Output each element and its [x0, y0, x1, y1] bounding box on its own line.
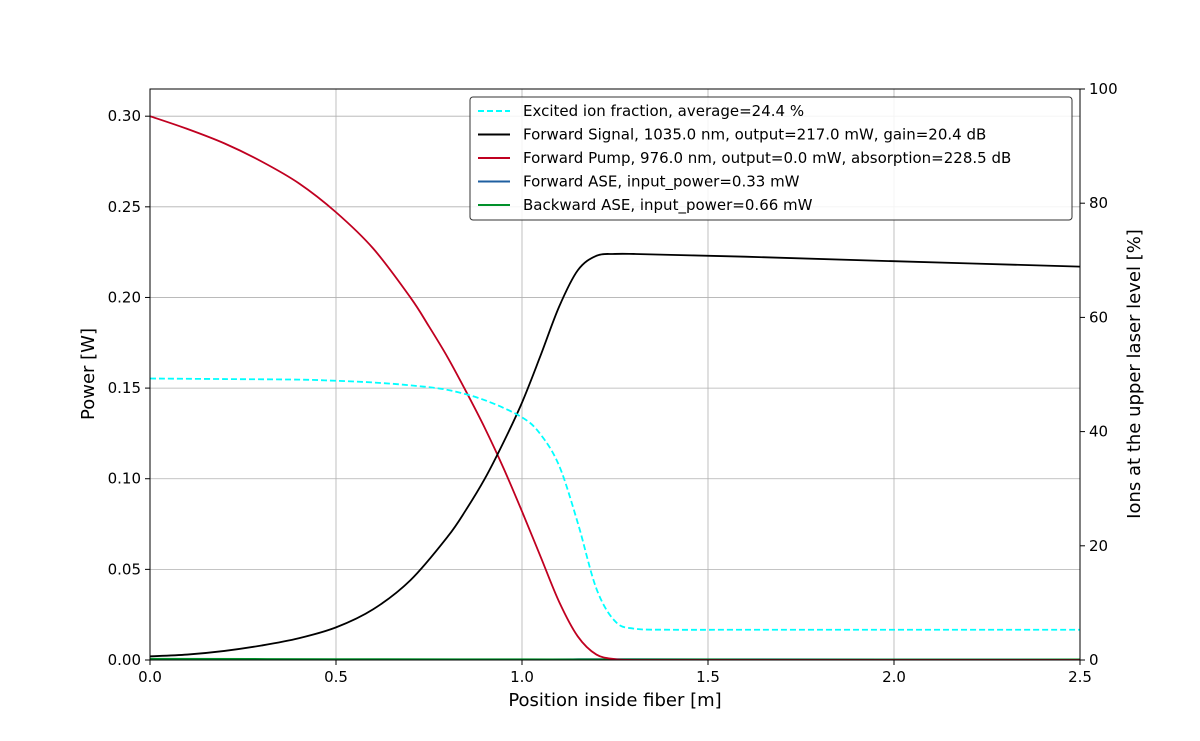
series-line-1 [150, 252, 1080, 658]
y-tick-label: 0.05 [108, 560, 141, 578]
legend-box [469, 96, 1073, 221]
legend-entry-0: Excited ion fraction, average=24.4 % [523, 102, 804, 120]
y2-axis-label: Ions at the upper laser level [%] [1124, 229, 1145, 519]
y-axis-ticks: 0.00 0.05 0.10 0.15 0.20 0.25 0.30 [108, 107, 150, 669]
series-layer [150, 115, 1080, 660]
legend-entry-2: Forward Pump, 976.0 nm, output=0.0 mW, a… [523, 149, 1011, 167]
x-axis-ticks: 0.0 0.5 1.0 1.5 2.0 2.5 [138, 660, 1092, 686]
y-tick-label: 0.25 [108, 198, 141, 216]
x-tick-label: 1.0 [510, 668, 534, 686]
y-tick-label: 0.20 [108, 288, 141, 306]
plot-frame [149, 88, 1081, 661]
x-tick-label: 2.5 [1068, 668, 1092, 686]
y2-tick-label: 80 [1089, 194, 1108, 212]
legend-entry-4: Backward ASE, input_power=0.66 mW [523, 196, 813, 215]
y-axis-label: Power [W] [78, 328, 99, 420]
y-tick-label: 0.30 [108, 107, 141, 125]
y2-axis-ticks: 0 20 40 60 80 100 [1080, 80, 1118, 669]
y2-tick-label: 20 [1089, 537, 1108, 555]
legend: Excited ion fraction, average=24.4 % Forw… [469, 96, 1073, 221]
x-axis-label: Position inside fiber [m] [508, 690, 721, 711]
y2-tick-label: 40 [1089, 423, 1108, 441]
legend-entry-3: Forward ASE, input_power=0.33 mW [523, 173, 800, 192]
x-tick-label: 0.0 [138, 668, 162, 686]
y-tick-label: 0.10 [108, 470, 141, 488]
x-tick-label: 1.5 [696, 668, 720, 686]
series-line-0 [150, 377, 1080, 631]
y2-tick-label: 100 [1089, 80, 1118, 98]
x-tick-label: 0.5 [324, 668, 348, 686]
y2-tick-label: 0 [1089, 651, 1099, 669]
y2-tick-label: 60 [1089, 308, 1108, 326]
legend-entry-1: Forward Signal, 1035.0 nm, output=217.0 … [523, 126, 986, 144]
x-tick-label: 2.0 [882, 668, 906, 686]
y-tick-label: 0.00 [108, 651, 141, 669]
y-tick-label: 0.15 [108, 379, 141, 397]
